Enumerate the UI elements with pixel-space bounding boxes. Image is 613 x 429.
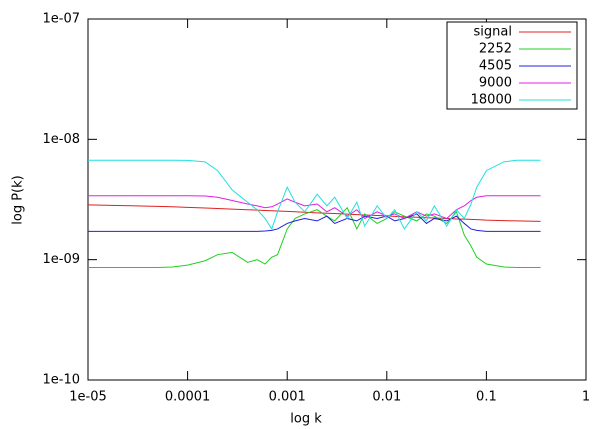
x-axis-label: log k bbox=[290, 412, 322, 427]
y-tick-label: 1e-07 bbox=[42, 12, 80, 27]
series-line bbox=[88, 206, 541, 269]
series-line bbox=[88, 159, 541, 231]
x-tick-label: 1e-05 bbox=[69, 390, 107, 405]
y-tick-label: 1e-10 bbox=[42, 373, 80, 388]
series-line bbox=[87, 204, 541, 222]
series-line bbox=[88, 195, 541, 220]
legend-label: 4505 bbox=[479, 59, 512, 74]
y-axis-label: log P(k) bbox=[11, 175, 26, 224]
legend-label: 2252 bbox=[479, 42, 512, 57]
series-line bbox=[88, 213, 541, 232]
legend-label: signal bbox=[474, 25, 512, 40]
legend-label: 9000 bbox=[479, 76, 512, 91]
x-tick-label: 0.001 bbox=[269, 390, 306, 405]
x-tick-label: 0.1 bbox=[476, 390, 497, 405]
x-tick-label: 1 bbox=[582, 390, 590, 405]
x-tick-label: 0.0001 bbox=[165, 390, 211, 405]
plot-frame bbox=[87, 18, 587, 381]
y-tick-label: 1e-08 bbox=[42, 132, 80, 147]
y-tick-label: 1e-09 bbox=[42, 252, 80, 267]
x-tick-label: 0.01 bbox=[372, 390, 401, 405]
legend-label: 18000 bbox=[471, 93, 512, 108]
